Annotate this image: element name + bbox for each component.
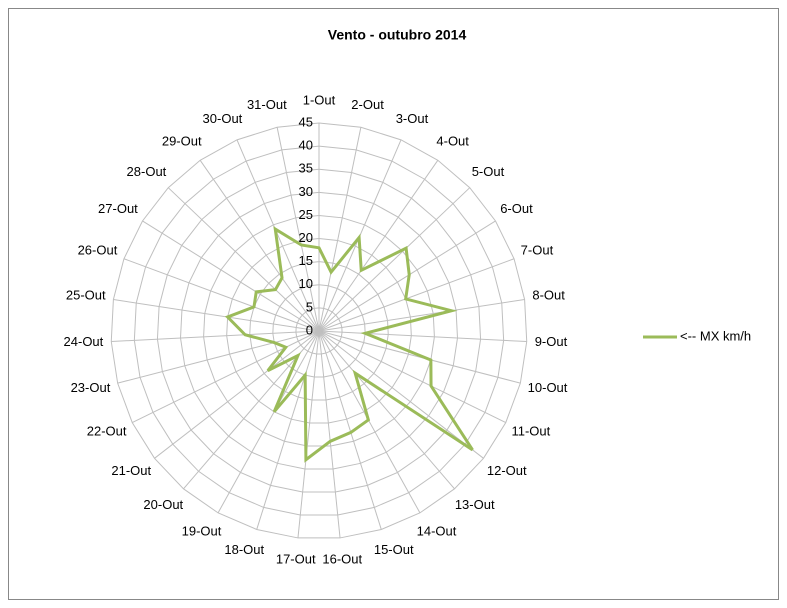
category-label: 13-Out (455, 497, 495, 512)
category-label: 17-Out (276, 551, 316, 566)
category-label: 29-Out (162, 134, 202, 149)
category-label: 12-Out (487, 463, 527, 478)
r-tick-label: 40 (299, 138, 313, 153)
legend-label: <-- MX km/h (680, 328, 751, 343)
r-tick-label: 35 (299, 161, 313, 176)
grid-ring (156, 168, 482, 493)
spoke (167, 187, 320, 332)
grid-ring (249, 261, 389, 401)
category-label: 9-Out (535, 334, 568, 349)
series-line (224, 226, 474, 463)
spoke (256, 330, 320, 530)
r-tick-label: 45 (299, 114, 313, 129)
spoke (318, 159, 439, 332)
category-label: 28-Out (127, 164, 167, 179)
category-label: 10-Out (528, 380, 568, 395)
spoke (276, 127, 320, 332)
chart-border (8, 8, 779, 600)
category-label: 4-Out (436, 134, 469, 149)
spoke (318, 330, 421, 514)
grid-ring (295, 307, 343, 355)
category-label: 2-Out (351, 97, 384, 112)
spoke (318, 330, 455, 490)
spoke (236, 139, 320, 332)
r-tick-label: 20 (299, 230, 313, 245)
category-label: 5-Out (472, 164, 505, 179)
category-label: 23-Out (71, 380, 111, 395)
category-label: 18-Out (224, 542, 264, 557)
category-label: 14-Out (417, 524, 457, 539)
grid-ring (180, 191, 458, 470)
category-label: 3-Out (396, 111, 429, 126)
category-label: 1-Out (303, 92, 336, 107)
spoke (117, 330, 320, 384)
category-label: 25-Out (66, 288, 106, 303)
category-label: 27-Out (98, 201, 138, 216)
spoke (132, 330, 320, 424)
category-label: 8-Out (532, 288, 565, 303)
category-label: 15-Out (374, 542, 414, 557)
spoke (318, 258, 515, 332)
spoke (318, 330, 341, 538)
category-label: 7-Out (521, 243, 554, 258)
spoke (142, 220, 320, 332)
r-tick-label: 5 (306, 299, 313, 314)
spoke (111, 330, 320, 343)
r-tick-label: 10 (299, 276, 313, 291)
category-label: 21-Out (111, 463, 151, 478)
grid-ring (226, 238, 412, 424)
category-label: 16-Out (322, 551, 362, 566)
spoke (297, 330, 320, 538)
r-tick-label: 0 (306, 322, 313, 337)
category-label: 11-Out (511, 424, 550, 439)
spoke (123, 258, 320, 332)
category-label: 22-Out (87, 424, 127, 439)
spoke (217, 330, 320, 514)
spoke (318, 187, 471, 332)
r-tick-label: 25 (299, 207, 313, 222)
spoke (318, 330, 527, 343)
category-label: 19-Out (182, 524, 222, 539)
category-label: 30-Out (203, 111, 243, 126)
category-label: 6-Out (500, 201, 533, 216)
grid-ring (110, 122, 528, 539)
chart-title: Vento - outubro 2014 (328, 27, 467, 43)
grid-ring (203, 214, 435, 447)
spoke (318, 330, 521, 384)
category-label: 24-Out (64, 334, 104, 349)
spoke (154, 330, 320, 459)
grid-ring (133, 145, 505, 516)
r-tick-label: 30 (299, 184, 313, 199)
spoke (318, 330, 382, 530)
spoke (318, 330, 484, 459)
category-label: 20-Out (143, 497, 183, 512)
spoke (113, 299, 320, 332)
spoke (318, 299, 525, 332)
spoke (318, 330, 506, 424)
spoke (199, 159, 320, 332)
spoke (318, 220, 496, 332)
category-label: 26-Out (78, 243, 118, 258)
grid-ring (272, 284, 366, 378)
r-tick-label: 15 (299, 253, 313, 268)
spoke (318, 127, 362, 332)
category-label: 31-Out (247, 97, 287, 112)
